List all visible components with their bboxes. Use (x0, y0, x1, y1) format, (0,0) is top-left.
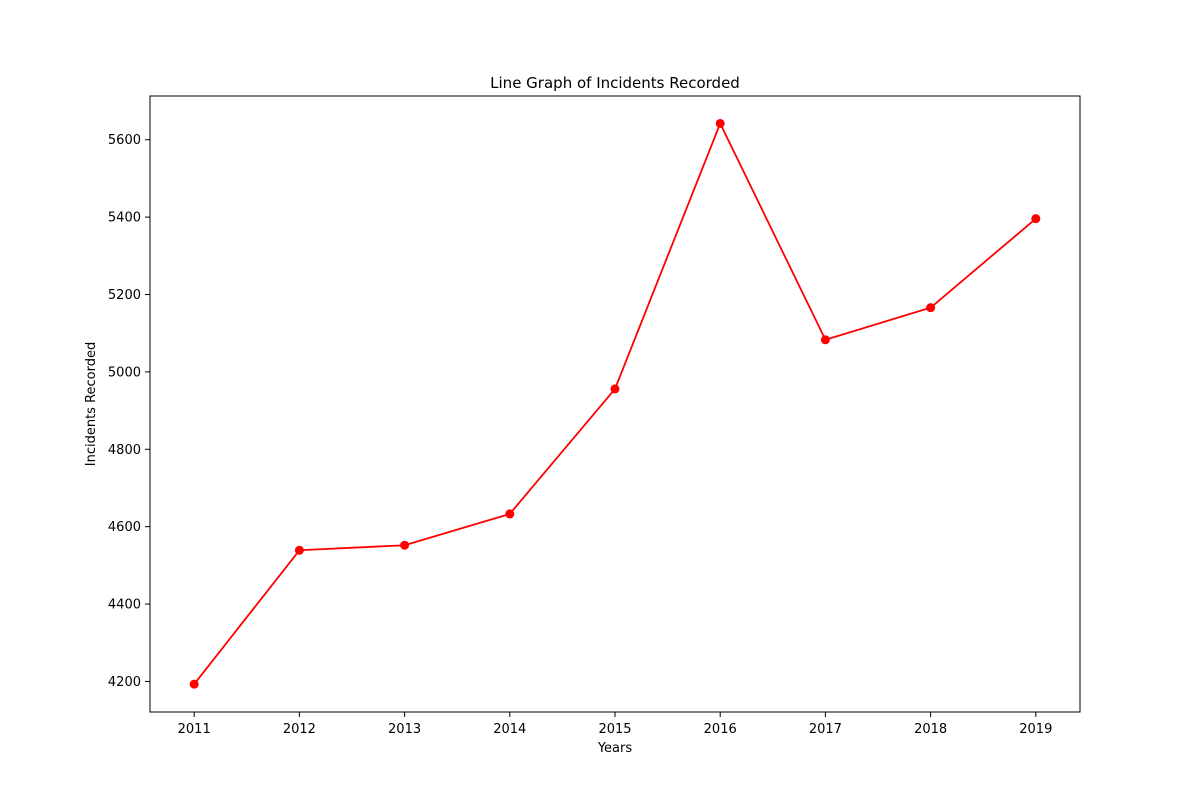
data-point (610, 384, 620, 394)
y-axis-ticks: 4200 4400 4600 4800 5000 5200 5400 5600 (108, 133, 150, 690)
x-tick-label: 2017 (809, 722, 842, 737)
chart-title: Line Graph of Incidents Recorded (490, 74, 740, 92)
plot-area-frame (149, 95, 1081, 713)
series-layer (189, 118, 1041, 689)
x-tick-label: 2014 (493, 722, 526, 737)
data-point (294, 545, 304, 555)
x-tick-label: 2015 (598, 722, 631, 737)
x-tick-label: 2013 (388, 722, 421, 737)
y-tick-label: 4200 (108, 675, 141, 690)
y-tick-label: 5200 (108, 288, 141, 303)
y-axis-label: Incidents Recorded (84, 342, 99, 467)
data-point (400, 540, 410, 550)
y-tick-label: 4800 (108, 443, 141, 458)
data-point (1031, 214, 1041, 224)
y-tick-label: 4400 (108, 598, 141, 613)
data-point (189, 679, 199, 689)
x-tick-label: 2019 (1019, 722, 1052, 737)
data-point (926, 303, 936, 313)
y-tick-label: 5400 (108, 211, 141, 226)
data-point (715, 118, 725, 128)
y-tick-label: 4600 (108, 520, 141, 535)
x-axis-label: Years (597, 741, 633, 756)
y-tick-label: 5000 (108, 365, 141, 380)
y-tick-label: 5600 (108, 133, 141, 148)
data-point (505, 509, 515, 519)
x-tick-label: 2018 (914, 722, 947, 737)
data-point (820, 335, 830, 345)
x-tick-label: 2012 (283, 722, 316, 737)
x-axis-ticks: 2011 2012 2013 2014 2015 2016 2017 2018 2019 (178, 712, 1052, 737)
x-tick-label: 2011 (178, 722, 211, 737)
x-tick-label: 2016 (704, 722, 737, 737)
